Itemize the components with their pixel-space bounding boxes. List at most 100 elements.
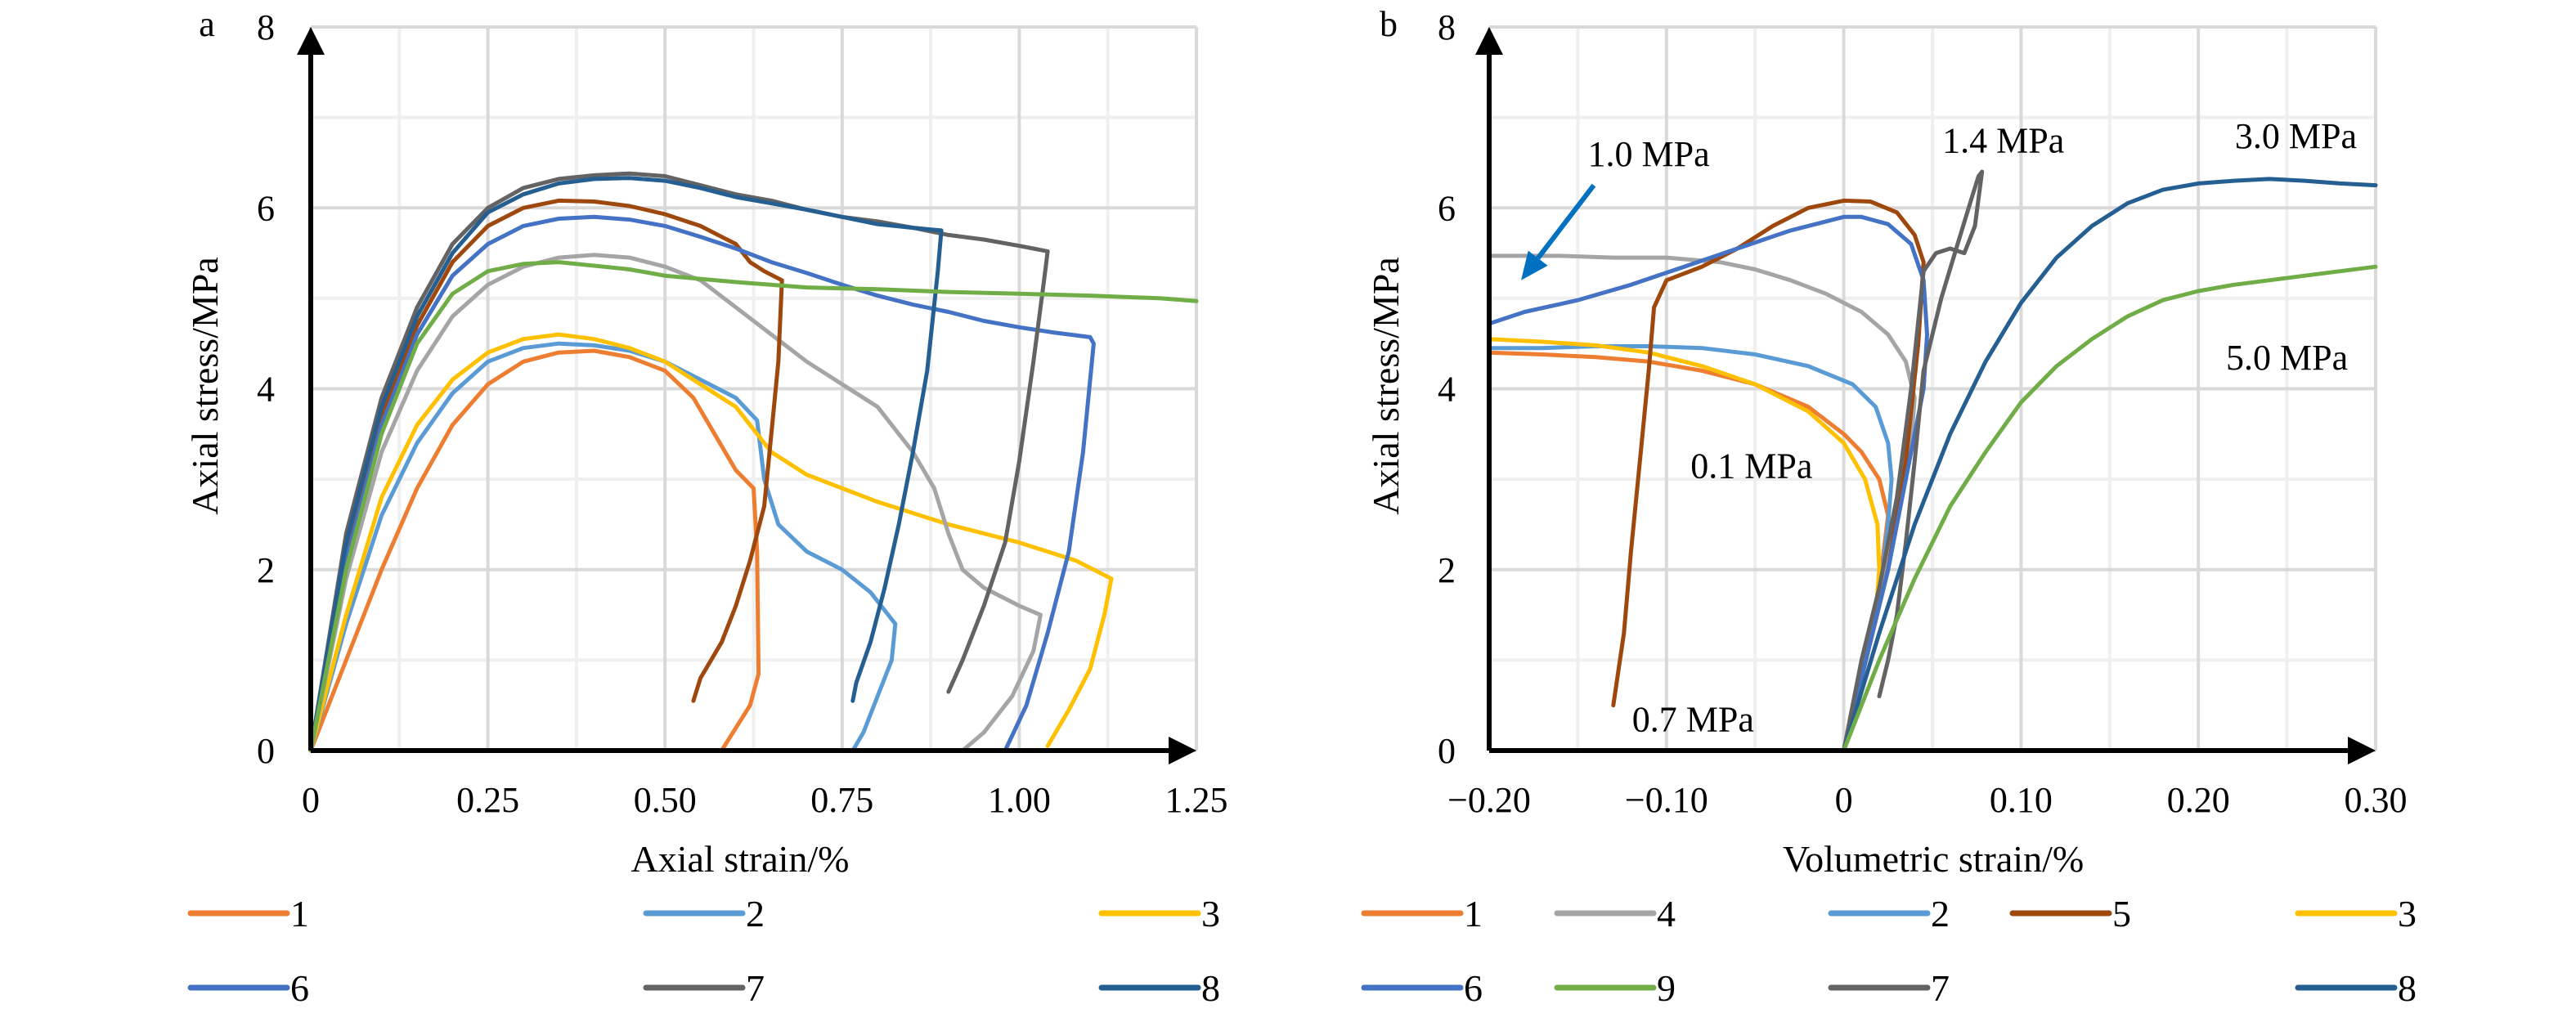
panel-b-series-9-line bbox=[1842, 264, 2378, 753]
panel-a-series-4-line bbox=[308, 253, 1043, 753]
legend-label: 6 bbox=[1464, 967, 1483, 1009]
panel-b-label: b bbox=[1380, 4, 1398, 44]
panel-b-grid bbox=[1488, 25, 2377, 752]
legend-label: 8 bbox=[1201, 967, 1220, 1009]
annotation-label: 3.0 MPa bbox=[2235, 116, 2357, 156]
y-tick-label: 2 bbox=[257, 550, 275, 590]
panel-b-series bbox=[1487, 169, 2378, 753]
y-tick-label: 8 bbox=[257, 7, 275, 47]
panel-a-series-1-line bbox=[308, 348, 761, 753]
x-tick-label: 1.25 bbox=[1165, 780, 1228, 820]
y-axis-arrow-icon bbox=[1475, 27, 1503, 55]
x-tick-label: −0.10 bbox=[1625, 780, 1708, 820]
panel-b-annotations: 1.0 MPa 1.4 MPa 3.0 MPa 5.0 MPa 0.1 MPa 0.7 M… bbox=[1521, 116, 2357, 739]
panel-b-series-3-line bbox=[1487, 337, 1882, 753]
legend-item-3: 3 bbox=[2295, 893, 2417, 935]
legend-item-4: 4 bbox=[1554, 893, 1676, 935]
x-tick-label: 0.30 bbox=[2345, 780, 2408, 820]
panel-a-axes bbox=[297, 27, 1196, 764]
legend-label: 9 bbox=[1657, 967, 1676, 1009]
legend-label: 7 bbox=[746, 967, 765, 1009]
panel-b-ticks: −0.20 −0.10 0 0.10 0.20 0.30 0 2 4 6 8 bbox=[1438, 7, 2408, 820]
legend-label: 3 bbox=[1201, 893, 1220, 935]
x-axis-arrow-icon bbox=[1169, 737, 1196, 764]
y-tick-label: 8 bbox=[1438, 7, 1456, 47]
legend-item-1: 1 bbox=[187, 893, 309, 935]
legend-item-9: 9 bbox=[1554, 967, 1676, 1009]
legend-item-8: 8 bbox=[1098, 967, 1220, 1009]
panel-a-series-2-line bbox=[308, 341, 898, 753]
annotation-label: 0.1 MPa bbox=[1690, 446, 1812, 486]
panel-b-series-2-line bbox=[1487, 344, 1894, 753]
y-tick-label: 2 bbox=[1438, 550, 1456, 590]
legend-item-7: 7 bbox=[1828, 967, 1950, 1009]
panel-b-chart: −0.20 −0.10 0 0.10 0.20 0.30 0 2 4 6 8 1.0 MPa 1.4 … bbox=[1361, 4, 2417, 1009]
panel-a-grid bbox=[309, 25, 1198, 752]
y-tick-label: 0 bbox=[257, 731, 275, 771]
panel-a-series-6-line bbox=[308, 214, 1096, 753]
panel-b-series-6-line bbox=[1487, 214, 1929, 753]
legend-label: 7 bbox=[1931, 967, 1950, 1009]
legend-label: 5 bbox=[2112, 893, 2131, 935]
annotation-arrow-icon bbox=[1521, 250, 1548, 280]
annotation-label: 5.0 MPa bbox=[2226, 338, 2348, 378]
legend-item-8: 8 bbox=[2295, 967, 2417, 1009]
x-tick-label: 0 bbox=[1835, 780, 1853, 820]
legend-item-5: 5 bbox=[2009, 893, 2131, 935]
x-tick-label: 0.25 bbox=[456, 780, 519, 820]
legend-item-2: 2 bbox=[1828, 893, 1950, 935]
panel-b-series-8-line bbox=[1842, 177, 2378, 753]
annotation-arrow-line bbox=[1536, 183, 1596, 260]
panel-a-y-axis-title: Axial stress/MPa bbox=[184, 257, 226, 515]
y-axis-arrow-icon bbox=[297, 27, 325, 55]
panel-a-series-9-line bbox=[308, 260, 1199, 753]
panel-b-x-axis-title: Volumetric strain/% bbox=[1783, 838, 2084, 880]
panel-a-x-axis-title: Axial strain/% bbox=[631, 838, 850, 880]
panel-b-series-7-line bbox=[1842, 169, 1985, 753]
panel-b-y-axis-title: Axial stress/MPa bbox=[1365, 257, 1407, 515]
panel-b-legend: 1 2 3 4 5 6 7 8 9 bbox=[1361, 893, 2417, 1009]
y-tick-label: 4 bbox=[1438, 370, 1456, 410]
x-tick-label: 0.75 bbox=[810, 780, 873, 820]
panel-a-series-5-line bbox=[308, 198, 784, 753]
legend-label: 1 bbox=[1464, 893, 1483, 935]
legend-item-2: 2 bbox=[643, 893, 765, 935]
panel-a-label: a bbox=[199, 4, 215, 44]
panel-b-series-4-line bbox=[1487, 253, 1917, 753]
y-tick-label: 4 bbox=[257, 370, 275, 410]
x-tick-label: −0.20 bbox=[1447, 780, 1531, 820]
y-tick-label: 6 bbox=[1438, 188, 1456, 228]
annotation-label: 0.7 MPa bbox=[1632, 699, 1754, 739]
legend-item-6: 6 bbox=[1361, 967, 1483, 1009]
legend-label: 4 bbox=[1657, 893, 1676, 935]
annotation-label: 1.0 MPa bbox=[1588, 134, 1710, 174]
legend-label: 1 bbox=[290, 893, 309, 935]
panel-a-chart: 0 0.25 0.50 0.75 1.00 1.25 0 2 4 6 8 a Axial strai… bbox=[184, 4, 2131, 1009]
legend-label: 2 bbox=[746, 893, 765, 935]
legend-label: 8 bbox=[2398, 967, 2417, 1009]
y-tick-label: 6 bbox=[257, 188, 275, 228]
y-tick-label: 0 bbox=[1438, 731, 1456, 771]
x-tick-label: 0.10 bbox=[1990, 780, 2053, 820]
panel-a-ticks: 0 0.25 0.50 0.75 1.00 1.25 0 2 4 6 8 bbox=[257, 7, 1228, 820]
legend-item-6: 6 bbox=[187, 967, 309, 1009]
annotation-label: 1.4 MPa bbox=[1942, 120, 2064, 160]
legend-label: 3 bbox=[2398, 893, 2417, 935]
panel-b-series-1-line bbox=[1487, 350, 1891, 753]
legend-item-3: 3 bbox=[1098, 893, 1220, 935]
panel-a-legend: 1 2 3 4 5 6 7 8 9 bbox=[187, 893, 2131, 1009]
legend-item-7: 7 bbox=[643, 967, 765, 1009]
x-axis-arrow-icon bbox=[2348, 737, 2376, 764]
panel-b-series-5-line bbox=[1611, 198, 1926, 753]
x-tick-label: 0.50 bbox=[634, 780, 697, 820]
x-tick-label: 1.00 bbox=[988, 780, 1051, 820]
x-tick-label: 0 bbox=[302, 780, 320, 820]
x-tick-label: 0.20 bbox=[2167, 780, 2230, 820]
panel-a-series-8-line bbox=[308, 176, 944, 753]
legend-label: 2 bbox=[1931, 893, 1950, 935]
legend-label: 6 bbox=[290, 967, 309, 1009]
panel-b-axes bbox=[1475, 27, 2376, 764]
panel-a-series bbox=[308, 171, 1199, 753]
legend-item-1: 1 bbox=[1361, 893, 1483, 935]
